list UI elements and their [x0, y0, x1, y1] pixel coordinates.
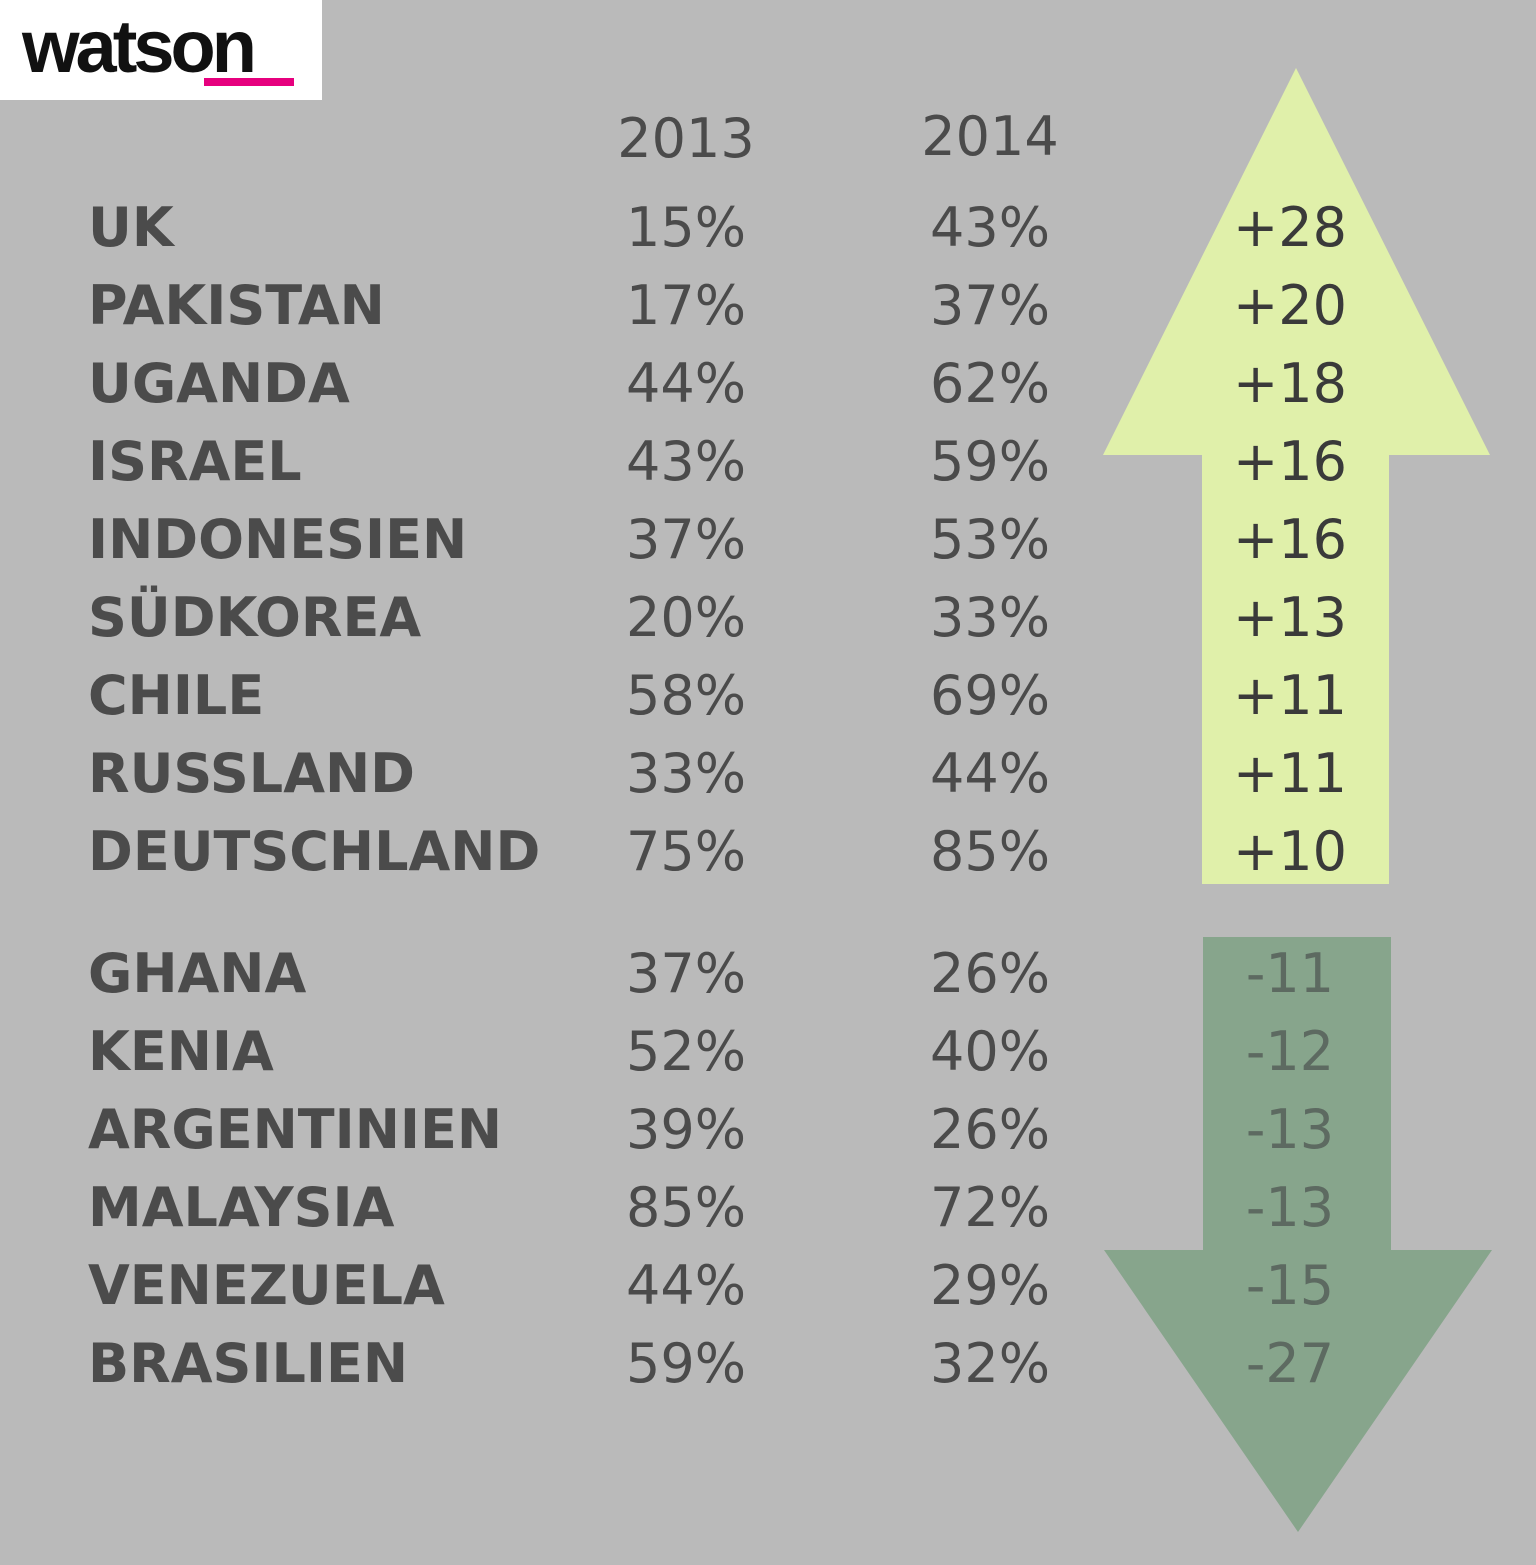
value-2014: 43% [929, 196, 1051, 259]
value-2014: 44% [929, 742, 1051, 805]
country-label: VENEZUELA [88, 1254, 445, 1317]
logo: watson [0, 0, 322, 100]
value-2014: 26% [929, 942, 1051, 1005]
change-value: -13 [1245, 1098, 1335, 1161]
up-arrow-icon [1103, 68, 1490, 884]
change-value: -13 [1245, 1176, 1335, 1239]
value-2014: 62% [929, 352, 1051, 415]
country-label: ISRAEL [88, 430, 302, 493]
value-2014: 33% [929, 586, 1051, 649]
change-value: +11 [1233, 664, 1347, 727]
change-value: +18 [1233, 352, 1347, 415]
country-label: UK [88, 196, 174, 259]
change-value: +16 [1233, 430, 1347, 493]
country-label: MALAYSIA [88, 1176, 395, 1239]
change-value: +11 [1233, 742, 1347, 805]
country-label: DEUTSCHLAND [88, 820, 541, 883]
value-2014: 53% [929, 508, 1051, 571]
change-value: +16 [1233, 508, 1347, 571]
down-arrow-icon [1104, 937, 1492, 1532]
value-2013: 52% [625, 1020, 747, 1083]
country-label: INDONESIEN [88, 508, 468, 571]
change-value: -11 [1245, 942, 1335, 1005]
country-label: SÜDKOREA [88, 586, 422, 649]
change-value: +28 [1233, 196, 1347, 259]
value-2014: 37% [929, 274, 1051, 337]
country-label: UGANDA [88, 352, 350, 415]
change-value: +13 [1233, 586, 1347, 649]
country-label: CHILE [88, 664, 265, 727]
value-2013: 58% [625, 664, 747, 727]
change-value: -15 [1245, 1254, 1335, 1317]
value-2013: 44% [625, 1254, 747, 1317]
value-2013: 37% [625, 508, 747, 571]
value-2013: 17% [625, 274, 747, 337]
value-2013: 75% [625, 820, 747, 883]
value-2014: 32% [929, 1332, 1051, 1395]
value-2013: 85% [625, 1176, 747, 1239]
value-2013: 44% [625, 352, 747, 415]
value-2014: 85% [929, 820, 1051, 883]
column-header-2013: 2013 [617, 107, 755, 170]
column-header-2014: 2014 [921, 105, 1059, 168]
change-value: -12 [1245, 1020, 1335, 1083]
change-value: -27 [1245, 1332, 1335, 1395]
value-2013: 59% [625, 1332, 747, 1395]
value-2014: 69% [929, 664, 1051, 727]
value-2013: 33% [625, 742, 747, 805]
logo-wordmark: watson [22, 5, 257, 88]
value-2014: 29% [929, 1254, 1051, 1317]
country-label: KENIA [88, 1020, 274, 1083]
value-2014: 26% [929, 1098, 1051, 1161]
value-2014: 72% [929, 1176, 1051, 1239]
country-label: GHANA [88, 942, 307, 1005]
value-2014: 59% [929, 430, 1051, 493]
value-2013: 43% [625, 430, 747, 493]
country-label: PAKISTAN [88, 274, 385, 337]
country-label: RUSSLAND [88, 742, 416, 805]
change-value: +20 [1233, 274, 1347, 337]
value-2013: 39% [625, 1098, 747, 1161]
change-value: +10 [1233, 820, 1347, 883]
country-label: BRASILIEN [88, 1332, 409, 1395]
value-2013: 37% [625, 942, 747, 1005]
value-2013: 15% [625, 196, 747, 259]
country-label: ARGENTINIEN [88, 1098, 503, 1161]
logo-underline [204, 78, 294, 86]
value-2013: 20% [625, 586, 747, 649]
value-2014: 40% [929, 1020, 1051, 1083]
